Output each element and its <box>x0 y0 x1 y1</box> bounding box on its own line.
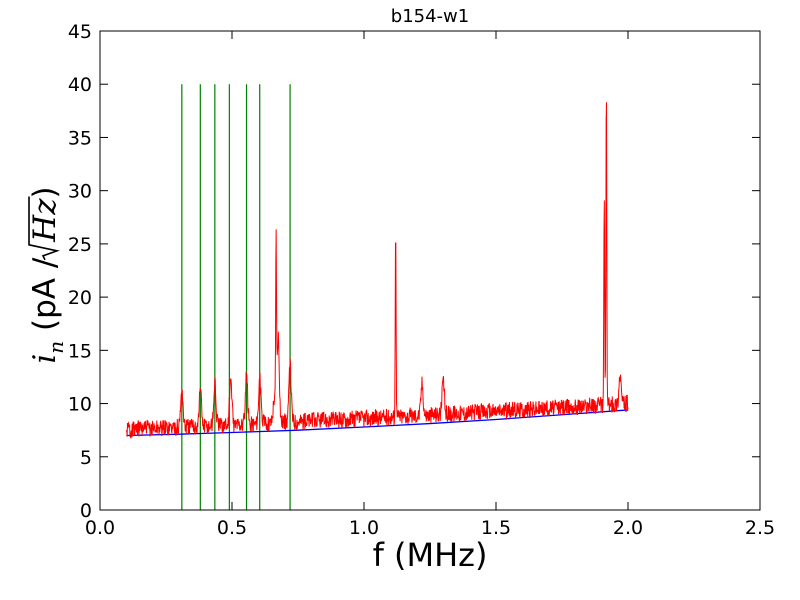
y-tick-label: 25 <box>68 234 92 256</box>
y-axis-label-spacer <box>27 331 63 341</box>
y-tick-label: 0 <box>80 500 92 522</box>
series-group <box>125 102 629 440</box>
sqrt-sign-icon <box>28 196 60 261</box>
x-tick-label: 0.0 <box>85 517 115 539</box>
y-tick-label: 5 <box>80 447 92 469</box>
plot-area <box>100 31 760 510</box>
y-axis-label-units-open: (pA / <box>27 248 63 331</box>
y-axis-label-sqrt-content: Hz <box>27 198 63 243</box>
x-tick-label: 2.5 <box>745 517 775 539</box>
y-tick-label: 10 <box>68 394 92 416</box>
x-tick-label: 2.0 <box>613 517 643 539</box>
x-tick-label: 0.5 <box>217 517 247 539</box>
y-tick-label: 15 <box>68 340 92 362</box>
y-axis-label-symbol: i <box>27 354 63 364</box>
x-tick-label: 1.0 <box>349 517 379 539</box>
y-axis-label-units-close: ) <box>27 186 63 198</box>
y-tick-label: 20 <box>68 287 92 309</box>
x-tick-label: 1.5 <box>481 517 511 539</box>
x-axis-label: f (MHz) <box>373 536 488 574</box>
series-line-measured <box>125 102 629 440</box>
y-axis-label-subscript: n <box>44 341 68 354</box>
y-axis-label: in (pA / Hz) <box>27 186 68 363</box>
y-axis-label-text: in (pA / Hz) <box>27 186 68 363</box>
y-tick-label: 35 <box>68 127 92 149</box>
series-line-model <box>126 409 629 437</box>
tick-group: 0.0 0.5 1.0 1.5 2.0 2.5 0 5 10 15 20 25 30 35 40 45 <box>68 21 775 539</box>
y-tick-label: 30 <box>68 181 92 203</box>
y-tick-label: 40 <box>68 74 92 96</box>
chart-title: b154-w1 <box>391 6 469 27</box>
y-tick-label: 45 <box>68 21 92 43</box>
plot-frame <box>99 30 761 511</box>
vline-group <box>181 84 291 510</box>
